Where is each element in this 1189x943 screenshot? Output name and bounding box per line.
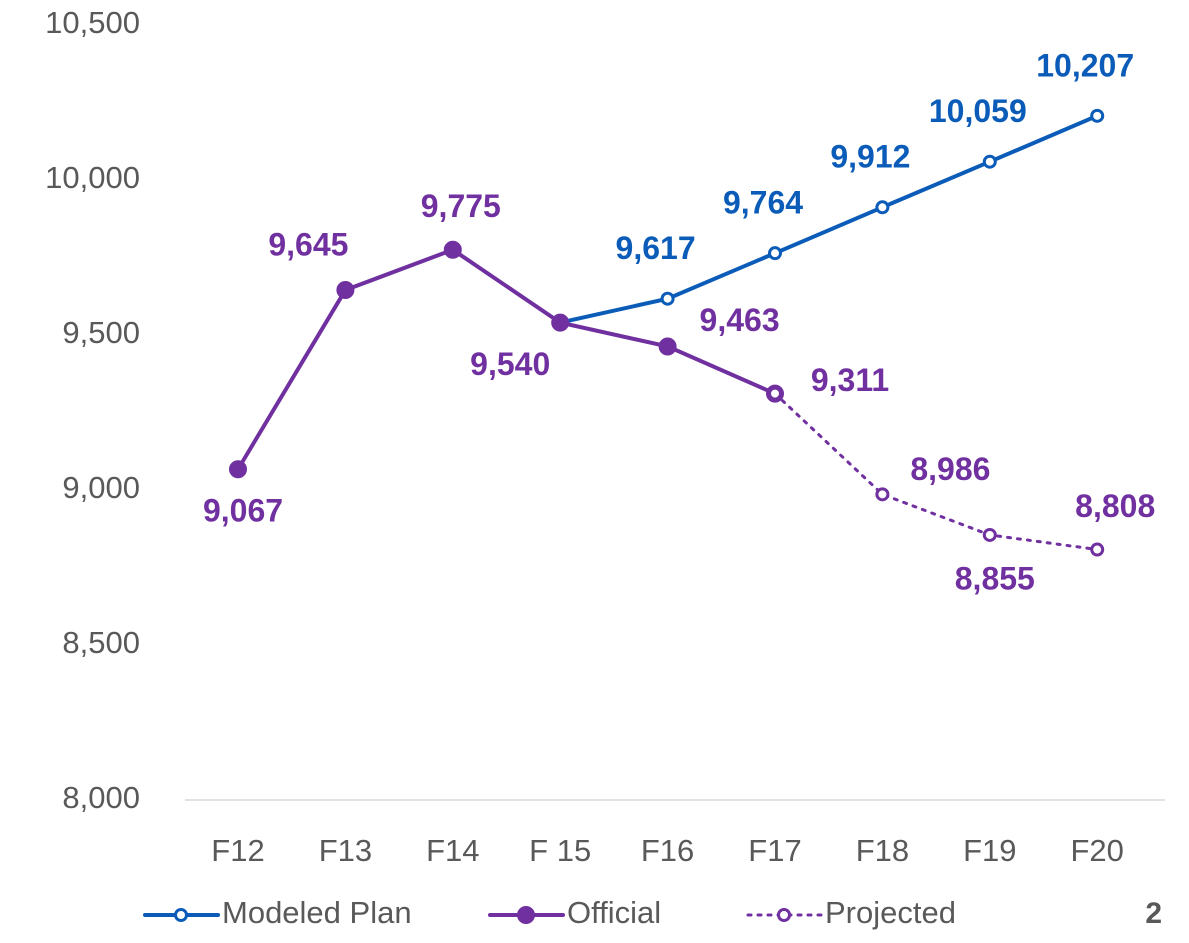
data-label: 9,067 [203,493,283,529]
y-tick-label: 10,500 [45,5,140,40]
data-label: 8,808 [1075,488,1155,524]
x-tick-label: F18 [856,833,909,868]
legend-marker [174,908,188,922]
y-tick-label: 8,000 [62,780,140,815]
data-label: 9,617 [616,230,696,266]
marker [551,313,570,332]
marker [875,487,890,502]
legend-marker [517,906,535,924]
x-tick-label: F 15 [529,833,591,868]
data-label: 9,311 [811,362,889,398]
series-line [558,113,1100,325]
data-label: 9,540 [470,346,550,382]
data-label: 10,207 [1036,47,1134,83]
legend-label: Modeled Plan [222,895,412,930]
data-label: 9,764 [723,185,803,221]
marker [1090,542,1105,557]
x-tick-label: F13 [319,833,372,868]
marker [982,154,997,169]
page-number: 2 [1145,897,1162,930]
marker [768,386,782,401]
marker [875,200,890,215]
data-label: 10,059 [929,93,1027,129]
legend-marker [777,908,791,922]
data-label: 9,912 [830,139,910,175]
x-tick-label: F20 [1070,833,1123,868]
x-tick-label: F19 [963,833,1016,868]
legend-label: Projected [825,895,956,930]
data-label: 8,986 [910,451,990,487]
marker [229,460,247,479]
data-label: 9,775 [421,188,501,224]
series-line [773,392,1099,552]
marker [1090,108,1105,123]
series-line [236,247,777,472]
marker [443,240,462,259]
y-tick-label: 10,000 [45,160,140,195]
x-tick-label: F12 [211,833,264,868]
data-label: 8,855 [955,560,1035,596]
y-tick-label: 8,500 [62,625,140,660]
legend-label: Official [567,895,661,930]
x-tick-label: F16 [641,833,694,868]
x-tick-label: F14 [426,833,479,868]
x-tick-label: F17 [748,833,801,868]
marker [336,281,355,300]
marker [660,291,675,306]
marker [982,527,997,542]
data-label: 9,645 [268,227,348,263]
y-tick-label: 9,000 [62,470,140,505]
data-label: 9,463 [700,302,780,338]
marker [658,337,677,356]
y-tick-label: 9,500 [62,315,140,350]
marker [768,246,782,261]
